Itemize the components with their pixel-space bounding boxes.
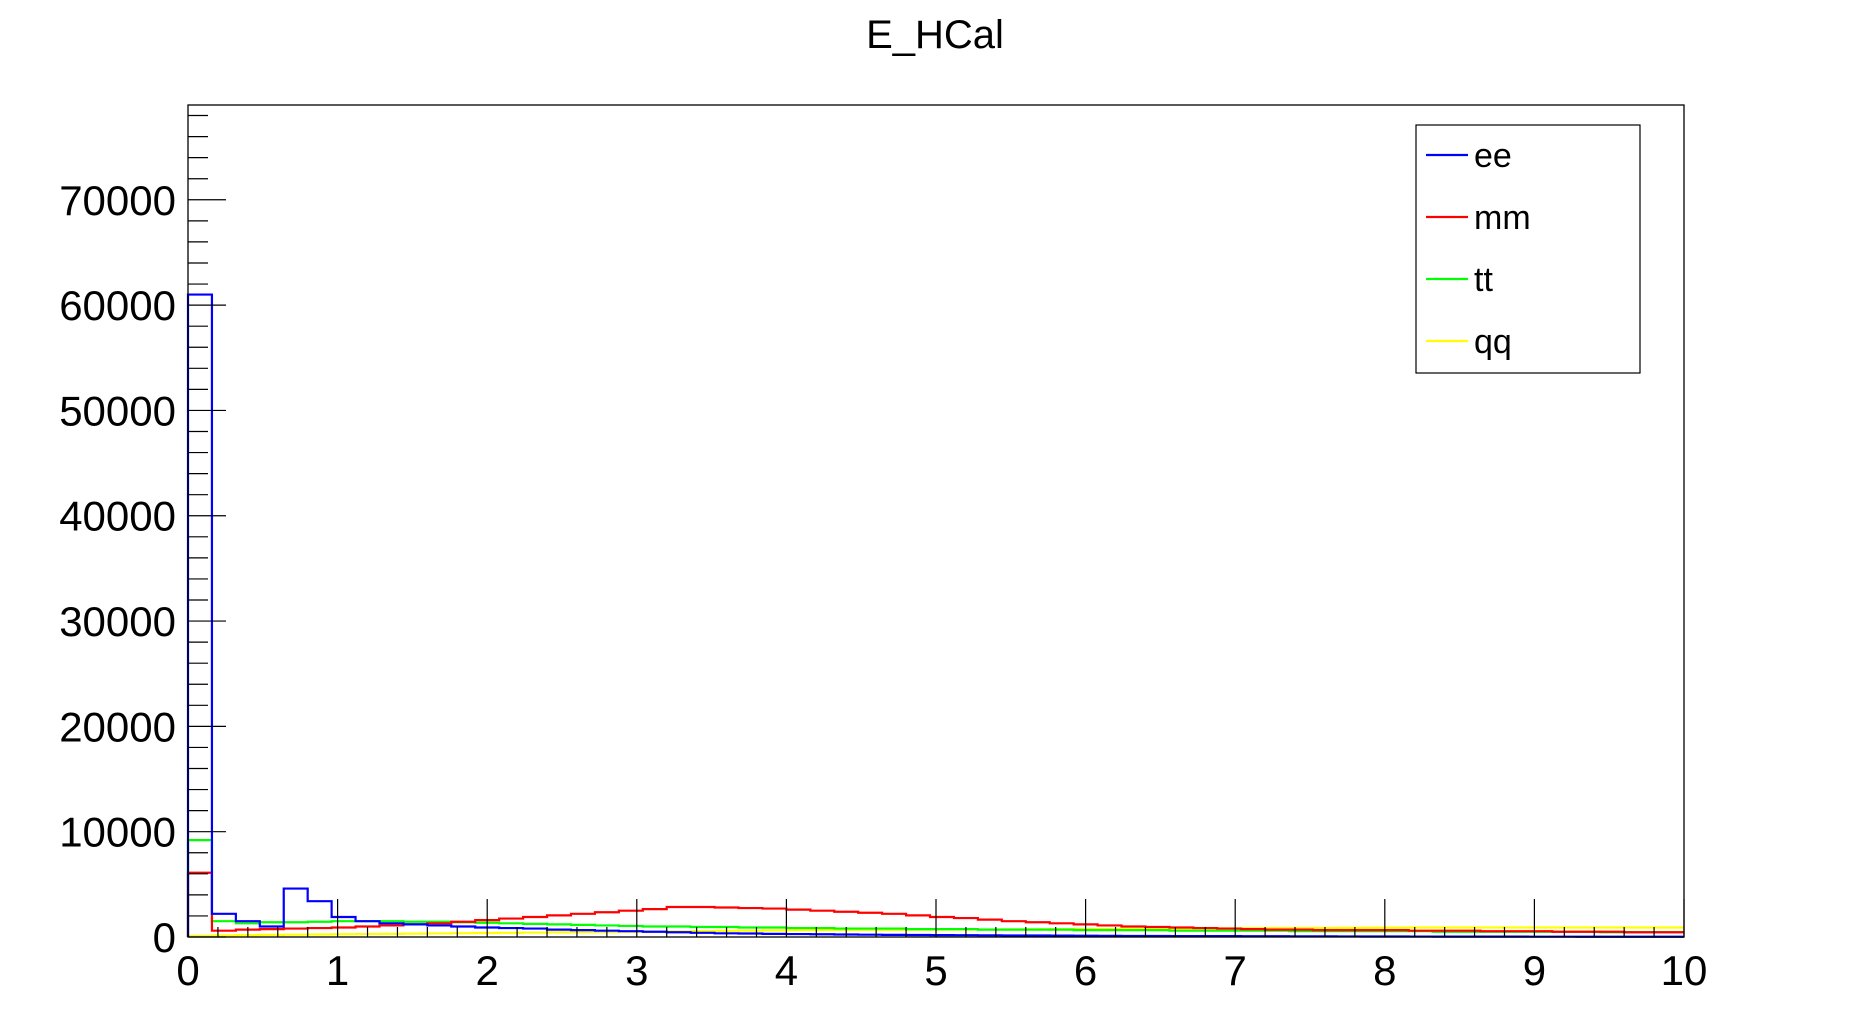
- legend-label-qq: qq: [1474, 323, 1512, 361]
- x-tick-label: 10: [1661, 947, 1708, 994]
- legend-box: [1415, 124, 1641, 374]
- x-tick-label: 1: [326, 947, 349, 994]
- legend-label-tt: tt: [1474, 261, 1493, 299]
- legend-label-ee: ee: [1474, 137, 1512, 175]
- x-tick-label: 8: [1373, 947, 1396, 994]
- x-tick-label: 5: [924, 947, 947, 994]
- y-tick-label: 30000: [59, 598, 176, 645]
- x-tick-label: 7: [1224, 947, 1247, 994]
- axes-layer: 0 1 2 3 4 5 6 7 8 9 10 0 10000 20000 30000 40000 50000 60…: [59, 104, 1708, 994]
- x-tick-label: 2: [476, 947, 499, 994]
- y-tick-label: 0: [153, 914, 176, 961]
- y-tick-label: 60000: [59, 282, 176, 329]
- y-tick-label: 40000: [59, 493, 176, 540]
- y-tick-label: 50000: [59, 387, 176, 434]
- x-tick-label: 6: [1074, 947, 1097, 994]
- series-line-ee: [186, 293, 1684, 938]
- series-layer: [186, 293, 1684, 938]
- y-tick-label: 10000: [59, 809, 176, 856]
- y-tick-label: 20000: [59, 703, 176, 750]
- y-tick-label: 70000: [59, 177, 176, 224]
- chart-title: E_HCal: [866, 13, 1004, 57]
- x-tick-label: 0: [176, 947, 199, 994]
- series-line-qq: [186, 926, 1684, 938]
- x-tick-label: 3: [625, 947, 648, 994]
- x-tick-label: 4: [775, 947, 798, 994]
- legend: ee mm tt qq: [1415, 124, 1641, 374]
- x-tick-label: 9: [1523, 947, 1546, 994]
- legend-label-mm: mm: [1474, 199, 1531, 237]
